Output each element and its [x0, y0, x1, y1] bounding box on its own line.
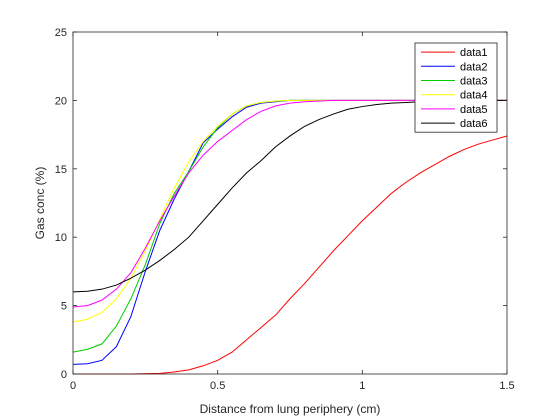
y-axis-label: Gas conc (%): [33, 167, 47, 240]
series-layer: [72, 99, 508, 375]
series-line-data5: [72, 99, 507, 308]
y-tick-label: 20: [55, 95, 67, 107]
legend: data1 data2 data3 data4 data5 data6: [414, 42, 498, 133]
legend-box: [414, 42, 498, 133]
series-line-data6: [72, 99, 507, 293]
series-line-data4: [72, 99, 507, 323]
x-tick-label: 0: [70, 380, 76, 392]
plot-frame: [72, 31, 508, 375]
legend-label-data3: data3: [460, 76, 488, 88]
x-axis-label: Distance from lung periphery (cm): [200, 402, 381, 416]
x-tick-label: 1.5: [499, 380, 514, 392]
x-tick-label: 0.5: [210, 380, 225, 392]
x-axis-ticks: 0 0.5 1 1.5: [70, 32, 515, 392]
y-axis-ticks: 0 5 10 15 20 25: [55, 27, 507, 381]
legend-label-data2: data2: [460, 61, 488, 73]
y-tick-label: 10: [55, 232, 67, 244]
legend-label-data5: data5: [460, 104, 488, 116]
legend-label-data1: data1: [460, 47, 488, 59]
legend-label-data6: data6: [460, 118, 488, 130]
y-tick-label: 15: [55, 164, 67, 176]
series-line-data1: [73, 135, 508, 375]
y-tick-label: 5: [61, 301, 67, 313]
y-tick-label: 0: [61, 369, 67, 381]
legend-label-data4: data4: [460, 90, 488, 102]
x-tick-label: 1: [359, 380, 365, 392]
y-tick-label: 25: [55, 27, 67, 39]
